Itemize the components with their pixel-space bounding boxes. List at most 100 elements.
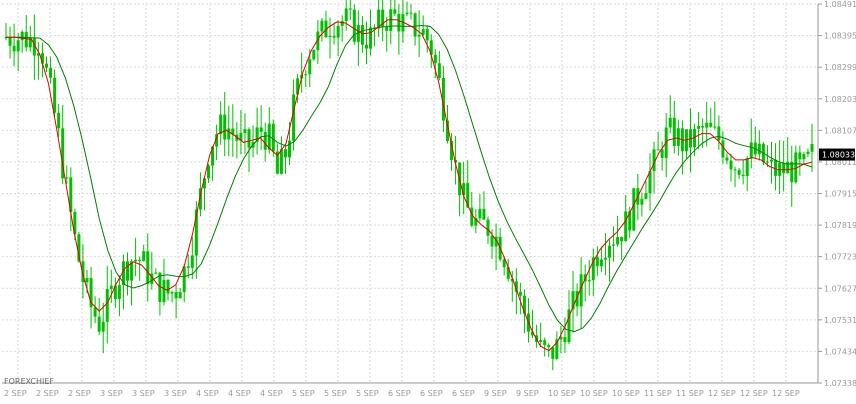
- candle: [215, 124, 219, 161]
- candle-body: [774, 159, 778, 176]
- x-tick-label: 2 SEP: [4, 389, 27, 398]
- candle: [146, 233, 150, 302]
- candle-body: [769, 159, 773, 162]
- candle-body: [336, 25, 340, 38]
- candle: [158, 272, 162, 316]
- candle-body: [53, 77, 57, 113]
- candle-body: [749, 142, 753, 159]
- candle-body: [429, 40, 433, 55]
- candle: [279, 136, 283, 175]
- candle: [316, 20, 320, 64]
- y-tick-label: 1.08107: [824, 126, 856, 135]
- candle: [571, 271, 575, 333]
- candle: [802, 151, 806, 165]
- candle-body: [482, 209, 486, 220]
- x-tick-label: 11 SEP: [676, 389, 704, 398]
- candle: [757, 130, 761, 161]
- candle: [790, 145, 794, 207]
- candle-body: [170, 292, 174, 294]
- candle-body: [433, 54, 437, 64]
- candle: [360, 16, 364, 53]
- candle-body: [105, 289, 109, 322]
- candle-body: [12, 45, 16, 52]
- candle-body: [45, 63, 49, 68]
- candle: [409, 4, 413, 20]
- price-label-text: 1.08033: [822, 151, 855, 160]
- candle: [69, 167, 73, 232]
- candle: [794, 145, 798, 184]
- candle: [296, 73, 300, 104]
- candle: [786, 137, 790, 174]
- candle-body: [413, 13, 417, 37]
- candle-body: [288, 140, 292, 158]
- candle-body: [709, 122, 713, 127]
- x-tick-label: 6 SEP: [452, 389, 475, 398]
- candle-body: [441, 77, 445, 121]
- candle: [733, 166, 737, 188]
- candle-body: [16, 40, 20, 52]
- candle-body: [32, 38, 36, 56]
- candle: [466, 160, 470, 209]
- y-tick-label: 1.07531: [824, 316, 856, 325]
- ma-fast-line: [6, 19, 813, 352]
- candle-body: [40, 53, 44, 64]
- candle: [697, 111, 701, 150]
- candle: [502, 255, 506, 276]
- candle-body: [563, 337, 567, 343]
- candle-body: [765, 161, 769, 163]
- x-tick-label: 4 SEP: [228, 389, 251, 398]
- y-tick-label: 1.07723: [824, 253, 856, 262]
- candle-body: [697, 126, 701, 129]
- candle-body: [607, 245, 611, 258]
- candle: [134, 237, 138, 277]
- candle-body: [518, 291, 522, 296]
- x-tick-label: 6 SEP: [420, 389, 443, 398]
- candle-body: [57, 112, 61, 129]
- candle-body: [117, 285, 121, 299]
- candle: [190, 236, 194, 280]
- candle: [709, 107, 713, 128]
- candle-body: [304, 74, 308, 76]
- candle-body: [65, 177, 69, 179]
- candle: [65, 165, 69, 185]
- candle-body: [510, 278, 514, 282]
- candle-body: [360, 25, 364, 45]
- candle: [806, 148, 810, 158]
- candle-body: [198, 188, 202, 210]
- candle: [652, 141, 656, 194]
- candle: [352, 4, 356, 46]
- candle-body: [142, 251, 146, 261]
- candle: [8, 26, 12, 59]
- candle: [150, 251, 154, 290]
- candle-body: [356, 25, 360, 42]
- candle: [45, 56, 49, 73]
- candle-body: [8, 37, 12, 46]
- candle-body: [243, 129, 247, 133]
- candle: [202, 176, 206, 211]
- candle-body: [130, 261, 134, 281]
- candle: [40, 42, 44, 78]
- candle: [632, 187, 636, 232]
- candle-body: [486, 219, 490, 236]
- candle: [271, 119, 275, 157]
- candle: [328, 17, 332, 59]
- candle-body: [255, 127, 259, 142]
- candle-body: [628, 211, 632, 231]
- candle-body: [377, 9, 381, 29]
- candle: [381, 0, 385, 42]
- candle-body: [701, 126, 705, 128]
- candle: [607, 239, 611, 282]
- candle: [182, 264, 186, 303]
- candle-body: [450, 140, 454, 161]
- candle-body: [466, 183, 470, 208]
- candle-body: [567, 309, 571, 343]
- x-tick-label: 5 SEP: [324, 389, 347, 398]
- candle-body: [344, 8, 348, 22]
- candle: [239, 109, 243, 155]
- candle-body: [279, 149, 283, 174]
- candle: [174, 284, 178, 319]
- candle: [263, 122, 267, 162]
- candle-body: [219, 114, 223, 135]
- candle-body: [445, 120, 449, 141]
